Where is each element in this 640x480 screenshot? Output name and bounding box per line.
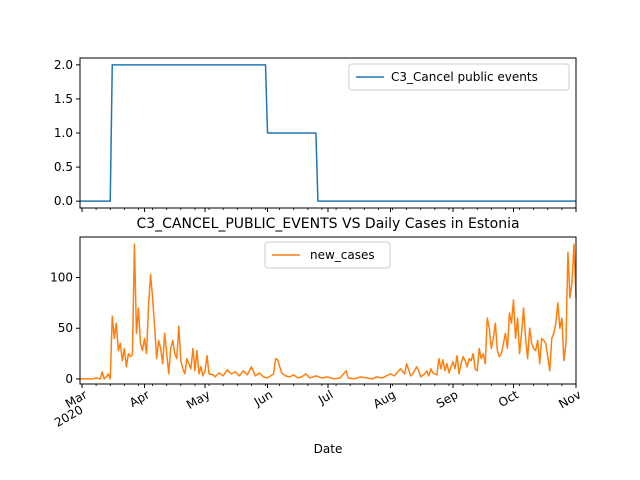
top-panel: 0.0 0.5 1.0 1.5 2.0 C3_Cancel public events (54, 57, 577, 212)
bottom-plot-frame (79, 236, 577, 385)
bottom-legend-label: new_cases (310, 248, 375, 262)
bottom-y-tick-label: 0 (65, 372, 73, 386)
top-plot-frame (79, 57, 577, 209)
top-y-tick-label: 0.0 (54, 194, 73, 208)
top-series (80, 64, 576, 202)
top-legend-box (348, 63, 570, 91)
top-y-ticks: 0.0 0.5 1.0 1.5 2.0 (54, 58, 80, 208)
top-y-tick-label: 2.0 (54, 58, 73, 72)
top-y-tick-label: 1.5 (54, 92, 73, 106)
top-series-line (80, 64, 576, 202)
bottom-y-tick-label: 100 (50, 271, 73, 285)
bottom-legend-box (264, 241, 391, 269)
bottom-series-line (80, 243, 577, 380)
chart-title: C3_CANCEL_PUBLIC_EVENTS VS Daily Cases i… (136, 216, 519, 232)
top-y-tick-label: 1.0 (54, 126, 73, 140)
bottom-series (80, 243, 577, 380)
x-tick-label: Jul (315, 387, 335, 407)
bottom-y-tick-label: 50 (58, 321, 73, 335)
bottom-y-ticks: 0 50 100 (50, 271, 80, 386)
top-y-tick-label: 0.5 (54, 160, 73, 174)
top-legend-label: C3_Cancel public events (391, 70, 538, 84)
x-axis-label: Date (314, 442, 343, 456)
top-legend: C3_Cancel public events (348, 63, 570, 91)
bottom-legend: new_cases (264, 241, 391, 269)
